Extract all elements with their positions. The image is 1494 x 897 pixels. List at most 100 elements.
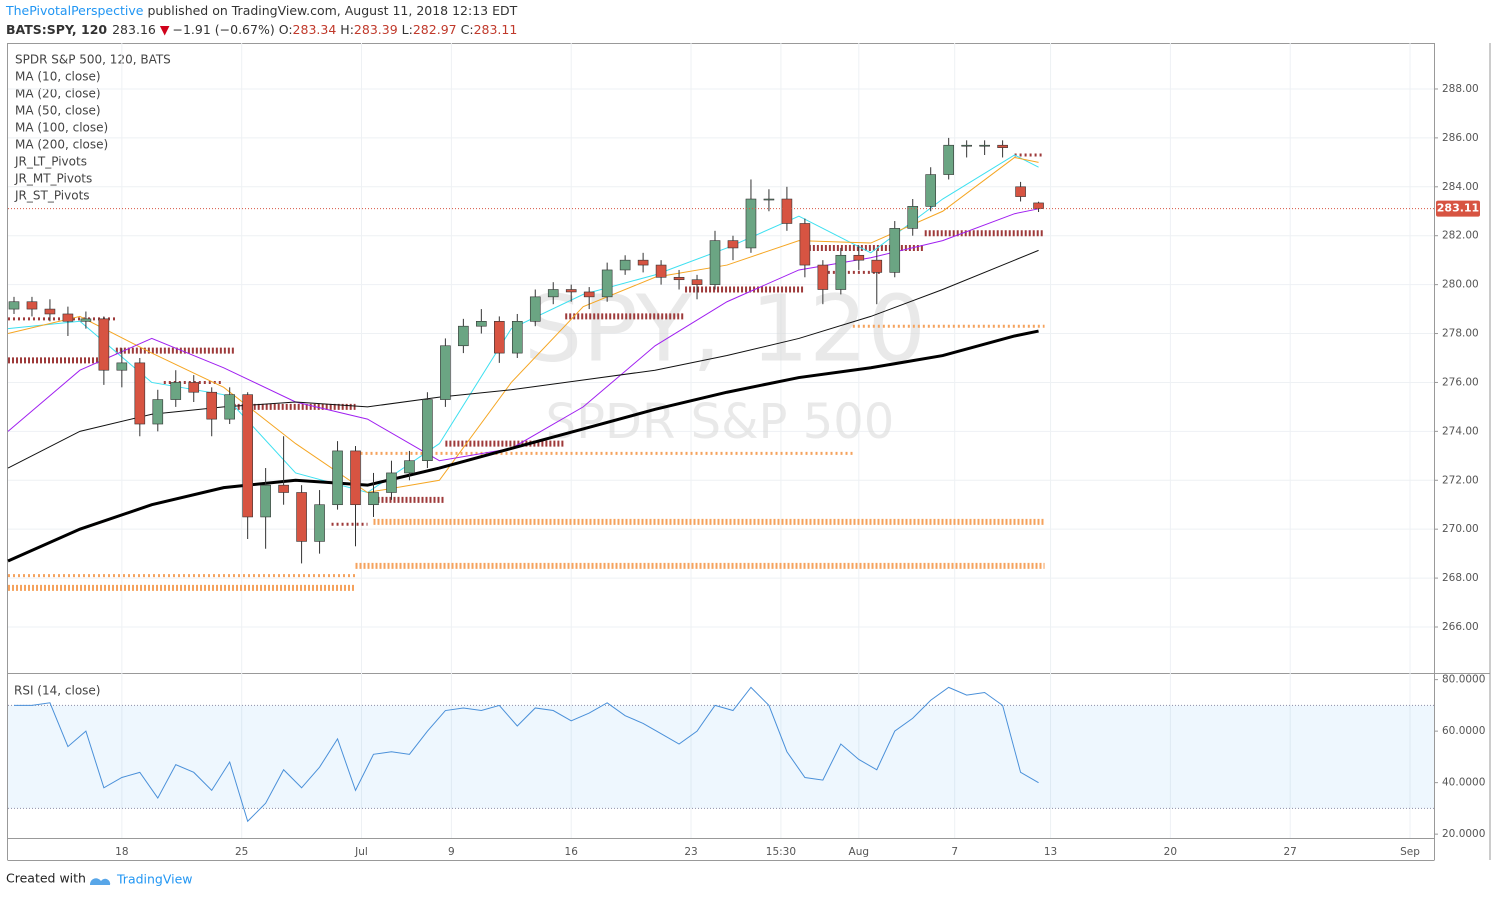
x-tick-label: 16 — [565, 846, 579, 858]
x-tick-label: 25 — [235, 846, 248, 858]
y-tick-label: 284.00 — [1442, 181, 1479, 193]
x-tick-label: Aug — [849, 846, 870, 858]
candle-body — [314, 504, 325, 542]
candle-body — [152, 399, 164, 425]
candle-body — [206, 391, 218, 420]
candle-body — [637, 259, 649, 266]
candle-body — [350, 450, 361, 506]
candle-body — [979, 144, 990, 147]
last: 283.16 — [112, 22, 156, 37]
author[interactable]: ThePivotalPerspective — [5, 3, 144, 18]
candle-body — [961, 144, 972, 147]
change: −1.91 (−0.67%) — [172, 22, 274, 37]
indicator-label: MA (100, close) — [15, 121, 108, 135]
ma-line — [7, 249, 1039, 469]
candle-body — [1033, 202, 1044, 209]
footer-created: Created with — [6, 871, 86, 886]
candle-body — [673, 276, 685, 281]
x-tick-label: 27 — [1284, 846, 1297, 858]
candle-body — [296, 492, 307, 542]
candle-body — [1015, 186, 1026, 197]
x-tick-label: 9 — [448, 846, 455, 858]
candle-body — [547, 289, 559, 298]
x-tick-label: 18 — [115, 846, 128, 858]
candle-body — [709, 240, 721, 285]
candle-body — [691, 279, 703, 285]
indicator-label: JR_MT_Pivots — [14, 172, 92, 186]
candle-body — [763, 198, 775, 201]
ohlc-label: H: — [340, 22, 354, 37]
candle-body — [26, 301, 38, 310]
y-tick-label: 266.00 — [1442, 621, 1479, 633]
indicator-label: JR_LT_Pivots — [14, 155, 87, 169]
candle-body — [80, 318, 92, 322]
candle-body — [817, 264, 829, 290]
candle-body — [404, 460, 415, 474]
candle-body — [188, 382, 200, 393]
indicator-label: MA (50, close) — [15, 104, 101, 118]
candle-body — [655, 264, 667, 278]
y-tick-label: 270.00 — [1442, 523, 1479, 535]
candle-body — [835, 254, 847, 290]
rsi-tick-label: 60.0000 — [1442, 725, 1485, 737]
indicator-label: SPDR S&P 500, 120, BATS — [15, 53, 171, 67]
ohlc-value: 282.97 — [413, 22, 457, 37]
ma-line — [7, 154, 1039, 494]
candle-body — [8, 301, 20, 310]
ohlc-label: L: — [402, 22, 413, 37]
candle-body — [799, 223, 811, 266]
indicator-label: MA (200, close) — [15, 138, 108, 152]
candle-body — [494, 321, 505, 354]
y-tick-label: 278.00 — [1442, 328, 1479, 340]
ohlc-value: 283.11 — [474, 22, 518, 37]
rsi-tick-label: 20.0000 — [1442, 828, 1485, 840]
rsi-band — [8, 705, 1434, 809]
candle-body — [781, 198, 793, 224]
candle-body — [565, 289, 577, 293]
x-tick-label: 23 — [684, 846, 697, 858]
candle-body — [529, 296, 541, 322]
y-tick-label: 286.00 — [1442, 132, 1479, 144]
candle-body — [422, 399, 433, 462]
candle-body — [511, 321, 523, 354]
indicator-label: MA (20, close) — [15, 87, 101, 101]
last-price-label: 283.11 — [1437, 202, 1479, 215]
watermark-group: SPY, 120 SPDR S&P 500 — [524, 275, 926, 450]
candle-body — [871, 259, 883, 273]
symbol: BATS:SPY, 120 — [6, 22, 107, 37]
last-price-box — [1436, 200, 1480, 217]
candle-body — [853, 254, 865, 261]
ohlc-label: C: — [461, 22, 474, 37]
candle-body — [332, 450, 343, 506]
published: published on TradingView.com, August 11,… — [143, 3, 517, 18]
candle-body — [98, 318, 110, 371]
candle-body — [476, 321, 487, 327]
y-tick-label: 268.00 — [1442, 572, 1479, 584]
arrow: ▼ — [160, 22, 170, 37]
candle-body — [583, 291, 595, 298]
ohlc-label: O: — [279, 22, 293, 37]
ma-line — [7, 208, 1039, 462]
y-tick-label: 274.00 — [1442, 425, 1479, 437]
candle-body — [889, 228, 901, 273]
watermark-sub: SPDR S&P 500 — [546, 394, 895, 450]
indicator-label: MA (10, close) — [15, 70, 101, 84]
watermark: SPY, 120 — [524, 275, 926, 382]
rsi-tick-label: 40.0000 — [1442, 777, 1485, 789]
publish-line: ThePivotalPerspective published on Tradi… — [5, 3, 518, 18]
candle-body — [925, 174, 937, 207]
symbol-line: BATS:SPY, 120 283.16 ▼ −1.91 (−0.67%) O:283.… — [6, 22, 517, 37]
x-tick-label: 20 — [1164, 846, 1177, 858]
candle-body — [907, 206, 919, 229]
ohlc-value: 283.34 — [293, 22, 337, 37]
x-tick-label: 13 — [1044, 846, 1057, 858]
candle-body — [601, 269, 613, 298]
ma-line — [7, 156, 1039, 494]
footer-brand[interactable]: TradingView — [116, 872, 193, 887]
indicator-label: JR_ST_Pivots — [14, 189, 90, 203]
ma-line — [7, 329, 1039, 563]
candle-body — [997, 144, 1008, 148]
rsi-label: RSI (14, close) — [14, 684, 100, 698]
candle-body — [116, 362, 128, 371]
